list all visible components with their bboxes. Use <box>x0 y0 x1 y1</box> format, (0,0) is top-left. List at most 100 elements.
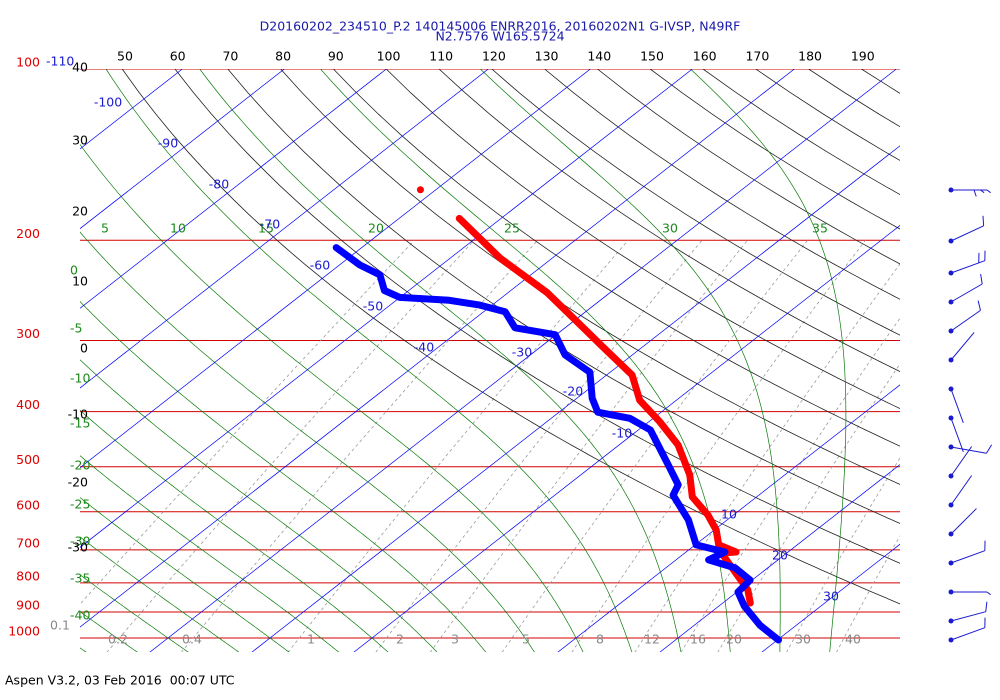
barb-dot <box>948 299 954 305</box>
moist-adiabat <box>80 301 487 652</box>
dry-adiabat-label: 70 <box>222 49 238 64</box>
isotherm <box>80 69 183 150</box>
moist-adiabat <box>80 359 438 652</box>
isotherm-label: 10 <box>721 507 737 522</box>
barb-feather <box>986 189 991 194</box>
moist-adiabat <box>480 69 781 652</box>
barb-dot <box>948 618 954 624</box>
barb-staff <box>950 475 973 506</box>
barb-staff <box>950 388 964 423</box>
barb-dot <box>948 444 954 450</box>
moist-adiabat-label: 35 <box>812 221 828 236</box>
dry-adiabat-label: 150 <box>640 49 664 64</box>
mixing-ratio-label: 20 <box>726 632 742 647</box>
barb-dot <box>948 560 954 566</box>
dry-adiabat <box>385 69 900 409</box>
chart-subtitle: N2.7576 W165.5724 <box>435 29 564 44</box>
dry-adiabat-label: 100 <box>377 49 401 64</box>
moist-adiabat <box>80 455 340 652</box>
mixing-ratio-label: 5 <box>522 632 530 647</box>
moist-adiabat <box>80 409 389 652</box>
height-label: -10 <box>68 407 88 422</box>
profiles <box>332 186 782 644</box>
isotherm-label: -60 <box>310 258 330 273</box>
moist-adiabat <box>105 69 633 652</box>
isotherm <box>80 69 489 389</box>
dry-adiabat-label: 160 <box>693 49 717 64</box>
barb-dot <box>948 328 954 334</box>
barb-dot <box>948 589 954 595</box>
isotherm-label: 20 <box>772 548 788 563</box>
height-label: 0 <box>80 341 88 356</box>
moist-adiabat-label: 10 <box>170 221 186 236</box>
isotherm <box>149 69 897 652</box>
moist-adiabat-label: -20 <box>70 458 90 473</box>
barb-dot <box>948 473 954 479</box>
mixing-ratio-line <box>429 240 748 652</box>
barb-staff <box>950 309 981 332</box>
dewpoint-profile <box>332 244 782 644</box>
mixing-ratio-label: 2 <box>396 632 404 647</box>
barb-feather <box>982 215 985 226</box>
barb-staff <box>950 550 985 564</box>
temperature-profile <box>455 214 754 607</box>
dry-adiabat <box>543 69 900 300</box>
moist-adiabat-label: 25 <box>504 221 520 236</box>
barb-feather <box>977 300 981 311</box>
pressure-label: 300 <box>16 326 40 341</box>
moist-adiabat-label: -15 <box>70 416 90 431</box>
mixing-ratio-line <box>717 363 900 652</box>
barb-dot <box>948 270 954 276</box>
barb-feather <box>985 601 988 612</box>
pressure-label: 100 <box>16 55 40 70</box>
dry-adiabat-label: 170 <box>745 49 769 64</box>
moist-adiabat-label: -30 <box>70 534 90 549</box>
dry-adiabat-label: 130 <box>535 49 559 64</box>
mixing-ratio-line <box>287 240 629 652</box>
mixing-ratio-label: 3 <box>451 632 459 647</box>
mixing-ratio-label: 0.2 <box>108 632 128 647</box>
grid <box>80 69 900 652</box>
pressure-label: 900 <box>16 597 40 612</box>
moist-adiabat <box>80 231 535 652</box>
wind-barbs <box>948 187 993 643</box>
isotherm <box>761 543 900 652</box>
barb-dot <box>948 357 954 363</box>
moist-adiabat-label: 0 <box>70 263 78 278</box>
isotherm-label: -20 <box>563 384 583 399</box>
mixing-ratio-line <box>375 240 703 652</box>
mixing-ratio-line <box>634 263 900 652</box>
moist-adiabat-label: -10 <box>70 371 90 386</box>
isotherm-label: -70 <box>260 217 280 232</box>
chart-title: D20160202_234510_P.2 140145006 ENRR2016,… <box>260 19 741 34</box>
barb-feather <box>986 591 991 596</box>
barb-staff <box>950 332 975 361</box>
dry-adiabat-label: 50 <box>117 49 133 64</box>
moist-adiabat-label: 15 <box>258 221 274 236</box>
mixing-ratio-label: 0.1 <box>50 618 70 633</box>
isotherm-label: -100 <box>94 95 122 110</box>
moist-adiabat-label: -40 <box>70 608 90 623</box>
pressure-label: 1000 <box>8 624 40 639</box>
dry-adiabat <box>491 69 900 336</box>
footer: Aspen V3.2, 03 Feb 2016 00:07 UTC <box>5 673 235 688</box>
dry-adiabat <box>438 69 900 372</box>
moist-adiabat-label: -25 <box>70 497 90 512</box>
isotherm-label: -10 <box>612 426 632 441</box>
barb-dot <box>948 415 954 421</box>
moist-adiabat <box>80 574 189 652</box>
isotherm-label: -50 <box>363 299 383 314</box>
barb-feather <box>980 189 985 194</box>
moist-adiabat-label: -35 <box>70 571 90 586</box>
barb-dot <box>948 238 954 244</box>
dry-adiabat-label: 190 <box>851 49 875 64</box>
pressure-label: 700 <box>16 535 40 550</box>
dry-adiabat-label: 90 <box>328 49 344 64</box>
mixing-ratio-label: 1 <box>307 632 315 647</box>
isotherm <box>557 384 900 652</box>
mixing-ratio-line <box>181 240 538 652</box>
barb-dot <box>948 187 954 193</box>
dry-adiabat <box>332 69 900 447</box>
